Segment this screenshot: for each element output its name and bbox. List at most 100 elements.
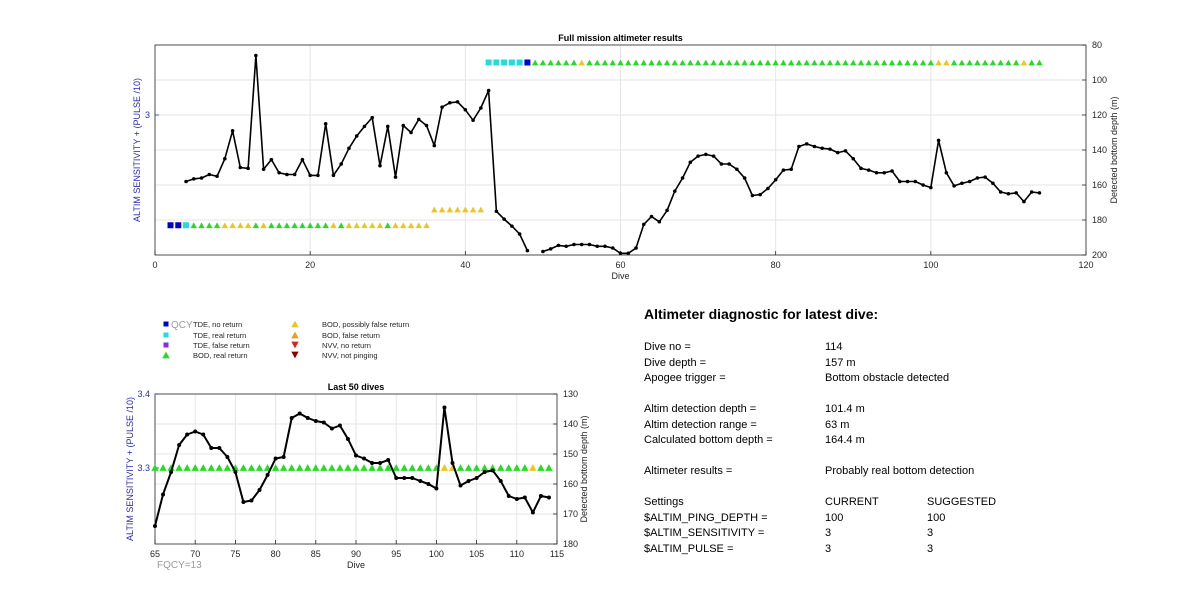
altim-detection-range-label: Altim detection range = — [644, 418, 757, 431]
status-marker — [865, 59, 872, 66]
x-tick-label: 115 — [550, 549, 564, 559]
status-marker — [344, 464, 352, 471]
status-marker — [296, 464, 304, 471]
status-marker — [1005, 59, 1012, 66]
depth-point — [331, 173, 336, 178]
legend-label: NVV, not pinging — [322, 351, 378, 360]
y-right-tick-label: 140 — [1092, 145, 1107, 155]
depth-point — [556, 243, 561, 248]
depth-point — [285, 172, 289, 177]
setting-current: 3 — [825, 542, 832, 555]
status-marker — [919, 59, 927, 66]
status-marker — [423, 222, 430, 229]
depth-point — [812, 144, 817, 149]
depth-point — [843, 149, 848, 153]
status-marker — [485, 59, 492, 66]
status-marker — [199, 464, 207, 471]
depth-point — [313, 419, 318, 423]
status-marker — [288, 464, 296, 471]
status-marker — [190, 222, 197, 229]
altimeter-results-value: Probably real bottom detection — [825, 465, 975, 477]
y-left-tick-label: 3.4 — [137, 389, 150, 399]
legend-marker — [291, 331, 299, 339]
depth-point — [882, 170, 887, 175]
depth-point — [498, 479, 503, 483]
y-right-axis-label: Detected bottom depth (m) — [1109, 96, 1119, 203]
depth-point — [455, 100, 460, 104]
depth-point — [719, 162, 724, 166]
status-marker — [850, 59, 857, 66]
y-right-tick-label: 160 — [1092, 180, 1107, 190]
status-marker — [175, 464, 183, 471]
legend-label: NVV, no return — [322, 341, 371, 350]
status-marker — [392, 464, 400, 471]
legend-marker — [163, 342, 169, 348]
depth-point — [185, 432, 190, 437]
status-marker — [472, 464, 481, 471]
depth-point — [579, 242, 584, 247]
legend-label: TDE, real return — [193, 331, 246, 340]
status-marker — [834, 59, 841, 66]
depth-point — [541, 249, 545, 254]
setting-suggested: 100 — [927, 511, 946, 524]
depth-point — [514, 497, 519, 501]
status-marker — [570, 59, 578, 66]
depth-point — [463, 107, 468, 112]
y-right-tick-label: 120 — [1092, 110, 1107, 120]
x-tick-label: 60 — [615, 260, 625, 270]
status-marker — [537, 464, 545, 471]
status-marker — [260, 222, 267, 229]
depth-point — [199, 176, 204, 180]
depth-point — [339, 162, 344, 166]
depth-point — [490, 468, 495, 473]
x-tick-label: 80 — [271, 549, 281, 559]
status-marker — [679, 59, 686, 66]
status-marker — [424, 464, 433, 471]
status-marker — [625, 59, 632, 66]
depth-point — [859, 166, 863, 171]
status-marker — [328, 464, 336, 471]
status-marker — [656, 59, 663, 66]
depth-point — [277, 170, 281, 175]
setting-name: $ALTIM_PULSE = — [644, 542, 734, 555]
depth-point — [378, 163, 382, 168]
status-marker — [640, 59, 647, 66]
depth-point — [479, 106, 483, 110]
status-marker — [648, 59, 655, 66]
x-tick-label: 75 — [230, 549, 240, 559]
settings-label: Settings — [644, 496, 684, 508]
depth-point — [209, 446, 214, 450]
depth-point — [874, 170, 879, 175]
status-marker — [966, 59, 973, 66]
status-marker — [183, 464, 191, 471]
depth-point — [416, 117, 421, 122]
depth-point — [386, 458, 391, 462]
status-marker — [159, 464, 167, 471]
depth-point — [1029, 190, 1034, 194]
status-marker — [1013, 59, 1020, 66]
x-tick-label: 20 — [305, 260, 315, 270]
depth-point — [238, 165, 243, 170]
depth-point — [975, 176, 980, 180]
diagnostic-panel: Altimeter diagnostic for latest dive: Di… — [644, 306, 1164, 557]
depth-point — [673, 189, 677, 193]
depth-point — [618, 251, 623, 256]
depth-point — [230, 128, 235, 133]
depth-point — [362, 124, 367, 129]
depth-point — [474, 476, 479, 480]
depth-point — [161, 492, 166, 497]
y-right-tick-label: 200 — [1092, 250, 1107, 260]
status-marker — [803, 59, 810, 66]
status-marker — [501, 59, 508, 66]
depth-point — [385, 124, 390, 129]
legend-label: BOD, false return — [322, 331, 380, 340]
y-right-tick-label: 150 — [563, 449, 578, 459]
status-marker — [207, 464, 215, 471]
depth-point — [991, 181, 995, 186]
y-right-tick-label: 180 — [563, 539, 578, 549]
setting-current: 3 — [825, 527, 832, 539]
depth-point — [851, 156, 856, 161]
setting-suggested: 3 — [927, 542, 934, 555]
status-marker — [456, 464, 465, 471]
depth-point — [781, 168, 786, 172]
